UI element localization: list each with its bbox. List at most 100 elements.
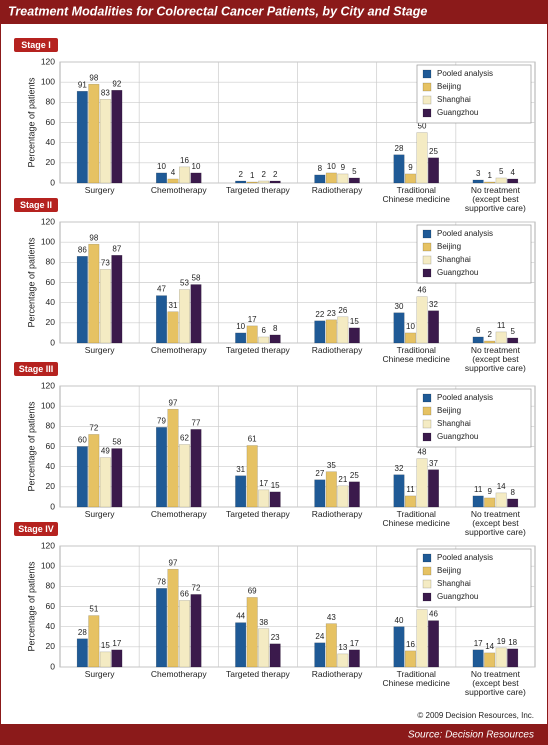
bar: [405, 650, 416, 668]
bar: [337, 173, 349, 184]
y-tick-label: 20: [46, 317, 56, 327]
legend-label: Pooled analysis: [437, 393, 493, 402]
bar: [495, 177, 507, 184]
header-bar: [0, 0, 548, 24]
bar: [167, 311, 179, 344]
x-tick-label: Chemotherapy: [150, 669, 207, 679]
data-label: 37: [429, 459, 438, 468]
footer-bar: [0, 724, 548, 745]
data-label: 92: [112, 79, 121, 88]
data-label: 14: [485, 642, 494, 651]
y-tick-label: 80: [46, 581, 56, 591]
data-label: 72: [192, 584, 201, 593]
data-label: 87: [112, 244, 121, 253]
bar: [235, 180, 247, 184]
bar: [269, 643, 281, 668]
bar: [495, 492, 507, 508]
x-tick-label: Surgery: [84, 669, 115, 679]
y-tick-label: 60: [46, 601, 56, 611]
data-label: 31: [236, 465, 245, 474]
x-tick-label: Radiotherapy: [311, 185, 363, 195]
bar: [325, 623, 337, 668]
bar: [167, 178, 179, 184]
y-tick-label: 100: [41, 236, 55, 246]
bar: [325, 319, 337, 344]
bar: [405, 332, 416, 344]
data-label: 28: [78, 628, 87, 637]
data-label: 51: [89, 605, 98, 614]
y-tick-label: 120: [41, 380, 55, 390]
data-label: 4: [171, 168, 176, 177]
bar: [314, 642, 326, 668]
data-label: 44: [236, 612, 245, 621]
data-label: 14: [497, 482, 506, 491]
legend-label: Shanghai: [437, 255, 471, 264]
y-tick-label: 0: [50, 337, 55, 347]
data-label: 46: [418, 286, 427, 295]
legend-swatch: [422, 432, 432, 442]
bar: [416, 609, 428, 668]
x-tick-label: No treatment (except best supportive car…: [464, 345, 526, 373]
data-label: 40: [395, 616, 404, 625]
bar: [76, 446, 88, 508]
bar: [179, 600, 190, 668]
bar: [269, 180, 281, 184]
data-label: 17: [259, 479, 268, 488]
bar: [416, 132, 428, 184]
data-label: 32: [429, 300, 438, 309]
bar: [99, 269, 111, 344]
x-tick-label: Radiotherapy: [311, 669, 363, 679]
bar: [246, 181, 258, 184]
bar: [190, 284, 202, 344]
data-label: 27: [315, 469, 324, 478]
legend-label: Shanghai: [437, 579, 471, 588]
data-label: 10: [327, 162, 336, 171]
bar: [337, 653, 349, 668]
bar: [495, 331, 507, 344]
bar: [348, 649, 360, 668]
y-tick-label: 80: [46, 421, 56, 431]
data-label: 18: [508, 638, 517, 647]
bar: [235, 475, 247, 508]
bar: [416, 296, 428, 344]
bar: [76, 638, 88, 668]
bar: [269, 334, 281, 344]
data-label: 1: [250, 171, 255, 180]
data-label: 49: [101, 447, 110, 456]
bar: [76, 256, 88, 344]
data-label: 48: [418, 448, 427, 457]
bar: [190, 594, 202, 668]
y-axis-label: Percentage of patients: [26, 401, 36, 492]
legend-label: Guangzhou: [437, 108, 478, 117]
bar: [235, 332, 247, 344]
copyright: © 2009 Decision Resources, Inc.: [417, 711, 534, 720]
bar: [325, 172, 337, 184]
data-label: 2: [261, 170, 266, 179]
x-tick-label: Chemotherapy: [150, 185, 207, 195]
y-tick-label: 120: [41, 216, 55, 226]
y-tick-label: 0: [50, 177, 55, 187]
data-label: 11: [406, 485, 415, 494]
bar: [88, 83, 100, 184]
bar: [495, 647, 507, 668]
data-label: 97: [169, 398, 178, 407]
legend-label: Beijing: [437, 82, 461, 91]
legend-label: Guangzhou: [437, 432, 478, 441]
bar: [393, 474, 405, 508]
data-label: 66: [180, 590, 189, 599]
bar: [428, 310, 439, 344]
legend-swatch: [422, 592, 432, 602]
y-tick-label: 40: [46, 621, 56, 631]
y-tick-label: 100: [41, 400, 55, 410]
x-tick-label: Chemotherapy: [150, 345, 207, 355]
data-label: 86: [78, 245, 87, 254]
x-tick-label: No treatment (except best supportive car…: [464, 669, 526, 697]
data-label: 53: [180, 279, 189, 288]
y-tick-label: 0: [50, 661, 55, 671]
data-label: 47: [157, 285, 166, 294]
data-label: 62: [180, 434, 189, 443]
bar: [111, 448, 123, 508]
bar: [258, 180, 270, 184]
legend-box: [416, 548, 532, 608]
data-label: 11: [497, 321, 506, 330]
